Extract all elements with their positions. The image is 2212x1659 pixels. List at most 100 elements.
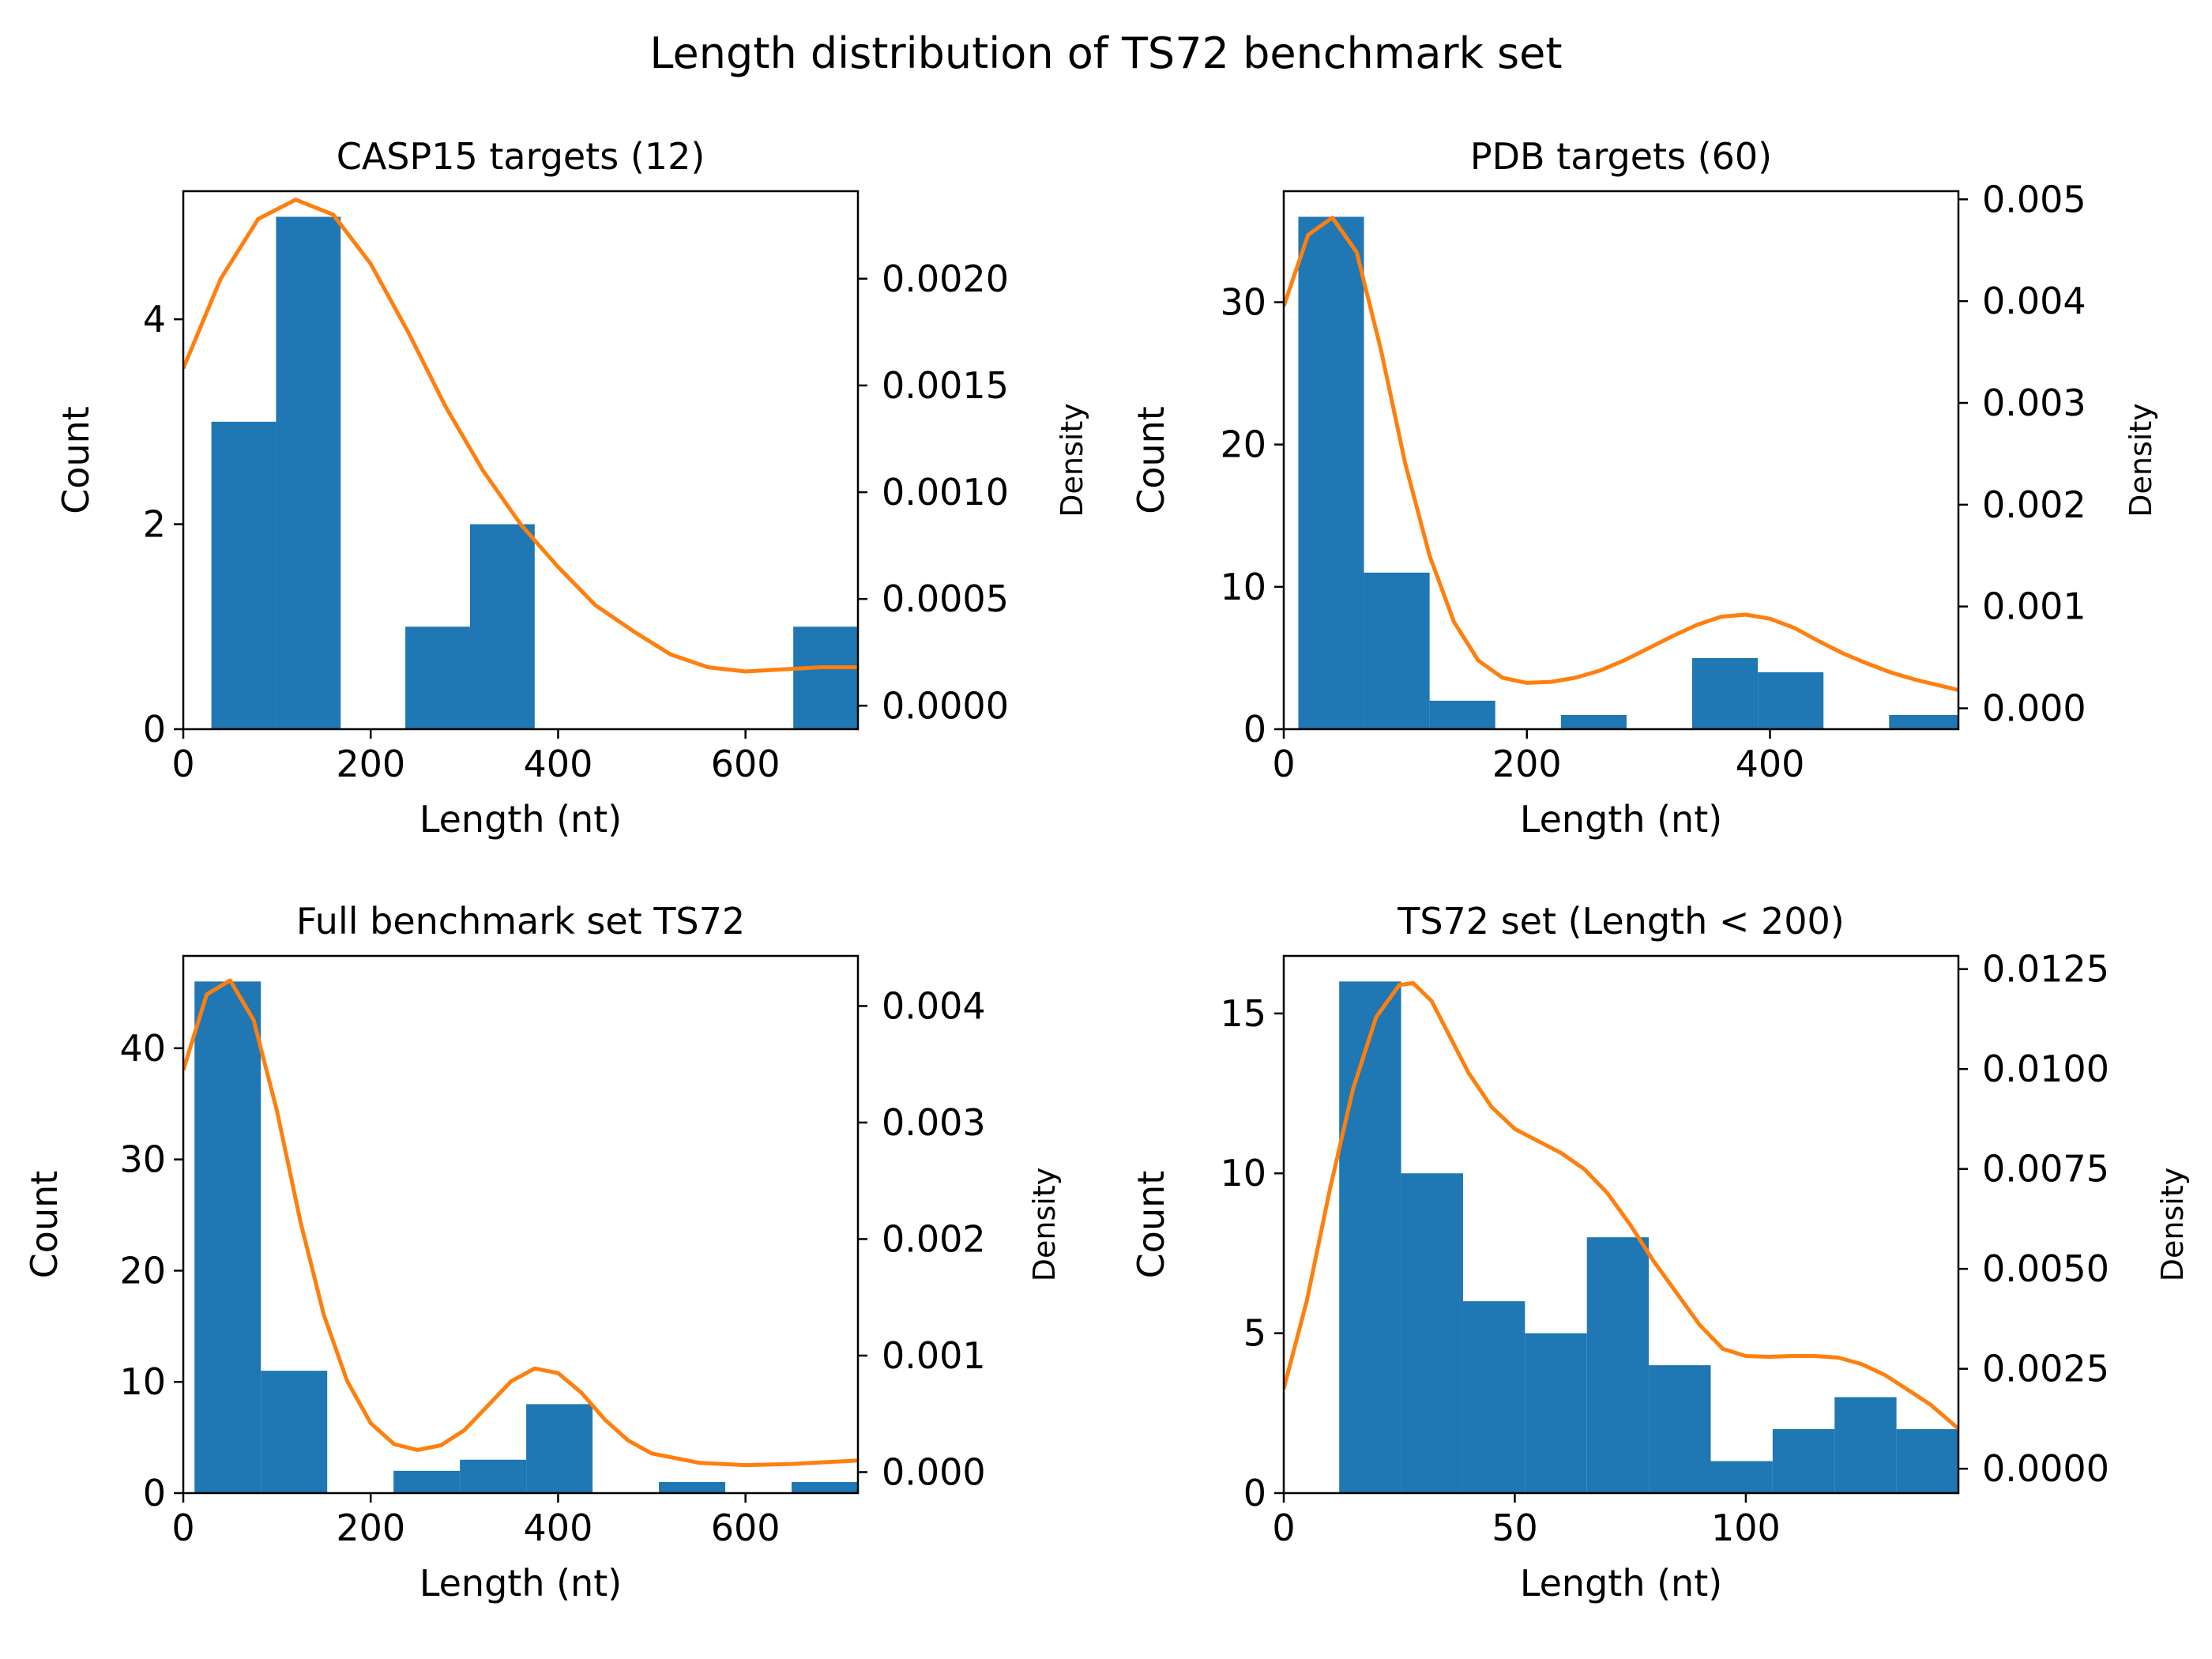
x-axis-label: Length (nt) <box>1520 1562 1722 1604</box>
kde-density-curve <box>1284 980 1958 1431</box>
y-tick-label: 2 <box>143 503 166 546</box>
histogram-bar-8 <box>659 1481 726 1493</box>
histogram-bar-4 <box>1525 1333 1587 1493</box>
x-tick-label: 400 <box>524 743 593 785</box>
y-tick-label: 0 <box>143 1472 166 1514</box>
kde-density-curve <box>183 198 858 674</box>
y2-axis-label: Density <box>1055 403 1089 517</box>
x-tick-label: 0 <box>171 1507 194 1549</box>
y2-tick-label: 0.003 <box>882 1101 986 1144</box>
y2-tick-label: 0.001 <box>882 1334 986 1377</box>
histogram-bar-5 <box>1586 1237 1650 1493</box>
x-tick-label: 200 <box>336 1507 405 1549</box>
y2-tick-label: 0.0010 <box>882 471 1009 514</box>
panels: 0 200 400 6000240.00000.00050.00100.00150.0… <box>23 135 2190 1604</box>
histogram-bar-7 <box>1710 1461 1773 1493</box>
y-tick-label: 0 <box>1243 708 1266 750</box>
y2-tick-label: 0.0025 <box>1982 1348 2109 1390</box>
axes-frame <box>182 190 860 731</box>
x-tick-label: 0 <box>1272 1507 1295 1549</box>
panel-title: CASP15 targets (12) <box>337 135 705 178</box>
y-tick-label: 10 <box>1220 566 1266 608</box>
histogram-bar-10 <box>792 1481 858 1493</box>
y2-tick-label: 0.0125 <box>1982 948 2109 991</box>
histogram-bar-2 <box>1401 1173 1463 1493</box>
histogram-bars <box>1339 981 1958 1493</box>
axes-frame <box>1282 954 1960 1495</box>
histogram-bar-8 <box>1758 672 1824 729</box>
figure-title: Length distribution of TS72 benchmark se… <box>649 28 1562 78</box>
y-tick-label: 30 <box>1220 281 1266 324</box>
panel-title: PDB targets (60) <box>1470 135 1772 178</box>
kde-density-curve <box>183 978 858 1468</box>
y2-axis-label: Density <box>2124 403 2158 517</box>
histogram-bar-6 <box>1649 1365 1711 1493</box>
y2-tick-label: 0.001 <box>1982 585 2086 628</box>
x-tick-label: 50 <box>1492 1507 1538 1549</box>
histogram-bar-9 <box>1834 1397 1897 1493</box>
y2-tick-label: 0.005 <box>1982 178 2086 220</box>
y2-tick-label: 0.003 <box>1982 382 2086 424</box>
y-tick-label: 15 <box>1220 992 1266 1035</box>
x-tick-label: 200 <box>1492 743 1562 785</box>
histogram-panel-1: 0 200 400 600 0 2 4 0.0000 0.0005 0.0010 0.0015 0.0… <box>55 135 1089 841</box>
y2-axis-label: Density <box>2155 1168 2190 1281</box>
histogram-bar-5 <box>1560 714 1627 729</box>
histogram-bars <box>211 216 858 729</box>
y-axis-label: Count <box>23 1171 66 1279</box>
y2-tick-label: 0.000 <box>1982 687 2086 730</box>
histogram-bar-5 <box>460 1459 527 1493</box>
y-tick-label: 10 <box>1220 1152 1266 1194</box>
histogram-bar-1 <box>1339 981 1401 1493</box>
x-tick-label: 100 <box>1711 1507 1781 1549</box>
kde-density-curve <box>1284 216 1958 692</box>
x-tick-label: 600 <box>711 743 781 785</box>
x-tick-label: 0 <box>171 743 194 785</box>
histogram-bar-4 <box>405 626 470 729</box>
histogram-bar-2 <box>261 1371 328 1493</box>
y-tick-label: 20 <box>1220 423 1266 466</box>
histogram-bar-2 <box>1364 572 1430 729</box>
y2-tick-label: 0.0000 <box>1982 1447 2109 1490</box>
x-tick-label: 200 <box>336 743 405 785</box>
y2-tick-label: 0.0000 <box>882 684 1009 727</box>
histogram-bar-1 <box>1298 216 1364 729</box>
histogram-bar-5 <box>469 524 535 729</box>
histogram-bar-1 <box>194 981 261 1493</box>
y2-tick-label: 0.002 <box>882 1217 986 1260</box>
y2-tick-label: 0.0075 <box>1982 1148 2109 1191</box>
histogram-bar-10 <box>793 626 858 729</box>
y2-tick-label: 0.004 <box>882 984 986 1027</box>
x-tick-label: 400 <box>1736 743 1805 785</box>
x-axis-label: Length (nt) <box>419 798 622 841</box>
y2-axis-label: Density <box>1027 1168 1062 1281</box>
y2-tick-label: 0.0100 <box>1982 1048 2109 1090</box>
y-tick-label: 4 <box>143 298 166 340</box>
panel-title: Full benchmark set TS72 <box>296 900 745 942</box>
histogram-bar-10 <box>1896 1429 1958 1493</box>
histogram-bar-10 <box>1889 714 1958 729</box>
histogram-panel-4: 0 50 100 0 5 10 15 0.0000 0.0025 0.0050 0.0075 0.01… <box>1130 900 2190 1604</box>
x-tick-label: 0 <box>1272 743 1295 785</box>
y2-tick-label: 0.0015 <box>882 364 1009 407</box>
y-tick-label: 20 <box>119 1249 166 1292</box>
histogram-bar-7 <box>1692 657 1759 729</box>
y-tick-label: 10 <box>119 1360 166 1403</box>
y-axis-label: Count <box>1130 406 1172 514</box>
histogram-bar-2 <box>276 216 341 729</box>
y2-tick-label: 0.0005 <box>882 577 1009 620</box>
y-axis-label: Count <box>55 406 97 514</box>
y-tick-label: 5 <box>1243 1312 1266 1355</box>
y-tick-label: 40 <box>119 1027 166 1070</box>
panel-title: TS72 set (Length < 200) <box>1397 900 1845 942</box>
y-tick-label: 30 <box>119 1138 166 1181</box>
histogram-bars <box>194 981 858 1493</box>
y-tick-label: 0 <box>1243 1472 1266 1514</box>
y2-tick-label: 0.004 <box>1982 280 2086 322</box>
histogram-bar-1 <box>211 421 276 729</box>
y2-tick-label: 0.0050 <box>1982 1247 2109 1290</box>
x-axis-label: Length (nt) <box>419 1562 622 1604</box>
histogram-bar-6 <box>526 1404 593 1493</box>
